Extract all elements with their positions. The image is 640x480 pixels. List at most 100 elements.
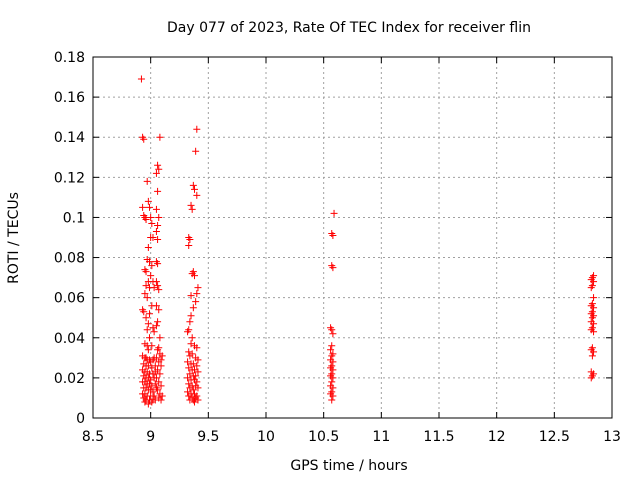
data-point — [329, 392, 337, 400]
data-point — [152, 302, 160, 310]
data-point — [146, 203, 154, 211]
data-point — [157, 362, 165, 370]
data-point — [590, 304, 598, 312]
x-tick-label: 11 — [372, 429, 390, 445]
x-tick-label: 9.5 — [197, 429, 219, 445]
data-point — [140, 135, 148, 143]
data-point — [154, 318, 162, 326]
data-point — [156, 370, 164, 378]
data-point — [157, 382, 165, 390]
data-point — [156, 133, 164, 141]
data-point — [192, 372, 200, 380]
data-point — [329, 231, 337, 239]
data-point — [187, 201, 195, 209]
y-tick-label: 0.06 — [54, 291, 85, 307]
data-point — [329, 264, 337, 272]
data-point — [588, 314, 596, 322]
y-tick-label: 0.04 — [54, 331, 85, 347]
data-point — [190, 272, 198, 280]
data-point — [144, 346, 152, 354]
data-point — [327, 346, 335, 354]
y-axis-label: ROTI / TECUs — [6, 192, 22, 284]
data-point — [146, 310, 154, 318]
data-point — [193, 191, 201, 199]
data-point — [143, 294, 151, 302]
data-point — [186, 236, 194, 244]
plot-frame — [92, 56, 613, 419]
y-tick-label: 0.1 — [63, 210, 85, 226]
data-point — [149, 388, 157, 396]
data-point — [154, 161, 162, 169]
data-point — [193, 125, 201, 133]
data-point — [142, 268, 150, 276]
x-tick-label: 10 — [257, 429, 275, 445]
data-point — [192, 147, 200, 155]
data-point — [157, 396, 165, 404]
data-point — [194, 368, 202, 376]
x-tick-label: 12.5 — [539, 429, 570, 445]
data-point — [190, 398, 198, 406]
data-point — [150, 328, 158, 336]
data-point — [193, 378, 201, 386]
data-point — [142, 314, 150, 322]
data-point — [590, 348, 598, 356]
data-point — [328, 378, 336, 386]
data-point — [142, 215, 150, 223]
data-point — [193, 344, 201, 352]
data-point — [185, 242, 193, 250]
data-point — [154, 366, 162, 374]
x-tick-label: 12 — [488, 429, 506, 445]
x-tick-label: 9 — [146, 429, 155, 445]
data-point — [328, 352, 336, 360]
chart-title: Day 077 of 2023, Rate Of TEC Index for r… — [167, 20, 531, 36]
data-point — [155, 213, 163, 221]
data-point — [152, 169, 160, 177]
data-point — [194, 384, 202, 392]
data-point — [192, 298, 200, 306]
data-point — [194, 356, 202, 364]
data-point — [144, 244, 152, 252]
data-point — [154, 187, 162, 195]
y-tick-label: 0.14 — [54, 130, 85, 146]
data-point — [329, 330, 337, 338]
data-point — [193, 290, 201, 298]
data-point — [587, 284, 595, 292]
y-tick-label: 0.18 — [54, 50, 85, 66]
axis-ticks: 8.5 9 9.5 10 10.5 11 11.5 12 12.5 13 0 0.02 0.04 0.06… — [54, 50, 621, 445]
y-tick-label: 0.02 — [54, 371, 85, 387]
data-point — [154, 346, 162, 354]
data-point — [186, 318, 194, 326]
data-point — [189, 181, 197, 189]
data-point — [139, 203, 147, 211]
data-point — [329, 358, 337, 366]
data-point — [155, 306, 163, 314]
data-point — [149, 234, 157, 241]
data-point — [146, 258, 154, 266]
data-point — [329, 384, 337, 392]
data-point — [328, 326, 336, 334]
data-point — [143, 326, 151, 334]
y-tick-label: 0 — [76, 411, 85, 427]
x-tick-label: 13 — [603, 429, 621, 445]
x-tick-label: 10.5 — [308, 429, 339, 445]
data-point — [154, 260, 162, 268]
x-tick-label: 11.5 — [423, 429, 454, 445]
data-point — [152, 322, 160, 330]
data-point — [155, 378, 163, 386]
data-point — [190, 185, 198, 193]
data-point — [154, 282, 162, 290]
y-tick-label: 0.16 — [54, 90, 85, 106]
data-point — [590, 328, 598, 336]
data-point — [157, 356, 165, 364]
data-point — [328, 342, 336, 350]
data-point — [146, 334, 154, 342]
x-tick-label: 8.5 — [82, 429, 104, 445]
data-point — [194, 284, 202, 292]
data-point — [587, 374, 595, 382]
data-point — [590, 278, 598, 286]
data-point — [137, 75, 145, 83]
x-axis-label: GPS time / hours — [290, 458, 407, 474]
grid-lines — [93, 57, 612, 418]
data-point — [141, 290, 149, 298]
